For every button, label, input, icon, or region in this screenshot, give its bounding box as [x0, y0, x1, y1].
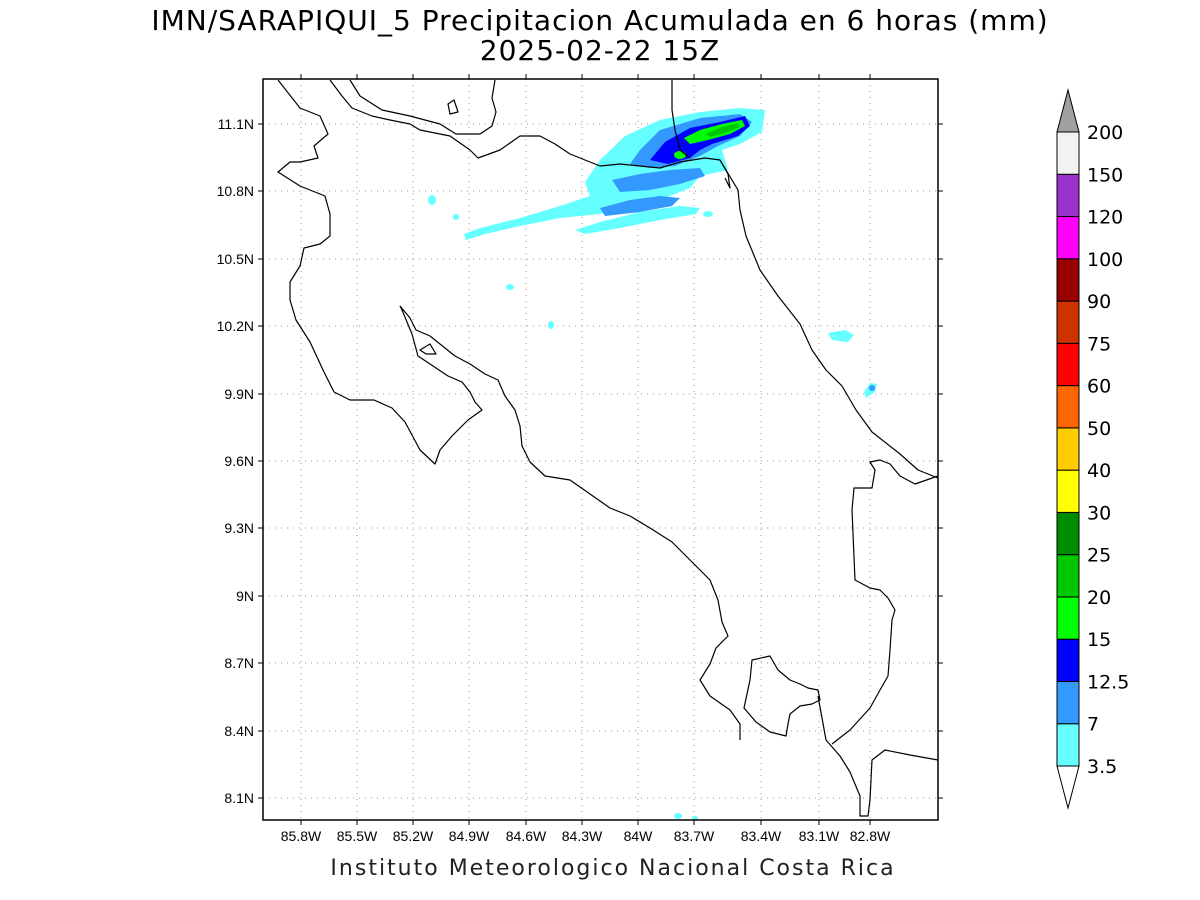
san-juan-river	[671, 80, 691, 159]
nicoya-gulf-coast	[399, 305, 741, 740]
colorbar-label: 75	[1087, 333, 1111, 355]
colorbar-label: 30	[1087, 502, 1111, 524]
y-tick-label: 10.5N	[217, 251, 254, 267]
nicaragua-border	[329, 79, 731, 189]
colorbar-swatch	[1056, 511, 1080, 556]
colorbar-label: 120	[1087, 207, 1123, 229]
map-frame	[262, 78, 939, 821]
precip-cyan-spot	[674, 813, 682, 819]
colorbar-swatch	[1056, 258, 1080, 302]
colorbar-label: 150	[1087, 164, 1123, 186]
x-tick-label: 83.1W	[799, 828, 840, 844]
colorbar: 3.5 7 12.5 15 20 25 30 40 50 60 75 90 100 120 150 200	[1056, 88, 1129, 810]
panama-border	[831, 459, 939, 745]
nicaragua-pacific-coast	[277, 79, 483, 465]
colorbar-swatch	[1056, 596, 1080, 640]
x-tick-label: 84W	[624, 828, 654, 844]
colorbar-label: 50	[1087, 418, 1111, 440]
y-tick-label: 9.9N	[224, 386, 254, 402]
precip-lightblue-spot	[869, 385, 875, 391]
colorbar-swatch	[1056, 680, 1080, 725]
colorbar-swatch	[1056, 469, 1080, 513]
chira-island	[419, 343, 437, 355]
colorbar-swatch	[1056, 385, 1080, 429]
colorbar-swatch	[1056, 554, 1080, 598]
axis-ticks: 85.8W 85.5W 85.2W 84.9W 84.6W 84.3W 84W 83.7W 83…	[217, 74, 943, 844]
precip-darkgreen-core	[705, 123, 740, 137]
x-tick-label: 85.5W	[337, 828, 378, 844]
precip-cyan-spot	[828, 330, 854, 342]
x-tick-label: 84.9W	[449, 828, 490, 844]
precip-cyan-spot	[506, 284, 514, 290]
x-tick-label: 83.7W	[674, 828, 715, 844]
colorbar-label: 60	[1087, 376, 1111, 398]
precipitation-field	[428, 108, 877, 820]
colorbar-label: 7	[1087, 714, 1099, 736]
coastlines-borders	[277, 79, 939, 817]
map-title: IMN/SARAPIQUI_5 Precipitacion Acumulada …	[151, 4, 1049, 37]
colorbar-label: 200	[1087, 122, 1123, 144]
small-island	[447, 99, 459, 115]
colorbar-label: 15	[1087, 629, 1111, 651]
precip-cyan-spot	[453, 214, 459, 220]
colorbar-swatch	[1056, 173, 1080, 218]
y-tick-label: 8.1N	[224, 790, 254, 806]
y-tick-label: 10.2N	[217, 318, 254, 334]
colorbar-swatch	[1056, 300, 1080, 344]
x-tick-label: 83.4W	[741, 828, 782, 844]
colorbar-swatch	[1056, 638, 1080, 682]
colorbar-label: 25	[1087, 545, 1111, 567]
caribbean-coast	[719, 159, 939, 479]
y-tick-label: 10.8N	[217, 183, 254, 199]
precip-lightblue-band	[612, 168, 705, 192]
y-tick-label: 9N	[236, 588, 254, 604]
footer-credit: Instituto Meteorologico Nacional Costa R…	[330, 856, 896, 881]
y-tick-label: 8.4N	[224, 723, 254, 739]
x-tick-label: 85.8W	[281, 828, 322, 844]
precip-cyan-spot	[703, 211, 713, 217]
x-tick-label: 84.6W	[506, 828, 547, 844]
colorbar-label: 3.5	[1087, 756, 1117, 778]
map-subtitle-datetime: 2025-02-22 15Z	[479, 34, 721, 67]
x-tick-label: 85.2W	[393, 828, 434, 844]
osa-peninsula	[743, 655, 821, 737]
y-tick-label: 9.6N	[224, 453, 254, 469]
precip-green-spot	[674, 151, 686, 159]
golfo-dulce-coast	[817, 695, 939, 817]
precip-cyan-spot	[548, 321, 554, 329]
colorbar-swatch	[1056, 131, 1080, 175]
colorbar-swatch	[1056, 342, 1080, 387]
colorbar-swatch	[1056, 723, 1080, 767]
lake-nicaragua-coast	[349, 79, 497, 135]
x-tick-label: 82.8W	[850, 828, 891, 844]
precip-cyan-spot	[428, 195, 436, 205]
x-tick-label: 84.3W	[562, 828, 603, 844]
precip-cyan-band-south	[575, 206, 700, 234]
colorbar-label: 12.5	[1087, 671, 1129, 693]
y-tick-label: 9.3N	[224, 520, 254, 536]
colorbar-swatch	[1056, 427, 1080, 471]
y-tick-label: 8.7N	[224, 655, 254, 671]
colorbar-upper-extend	[1056, 88, 1080, 133]
colorbar-lower-extend	[1056, 765, 1080, 810]
precip-cyan-spot	[692, 816, 698, 820]
colorbar-label: 40	[1087, 460, 1111, 482]
colorbar-label: 100	[1087, 249, 1123, 271]
colorbar-label: 20	[1087, 587, 1111, 609]
colorbar-swatch	[1056, 216, 1080, 260]
colorbar-label: 90	[1087, 291, 1111, 313]
y-tick-label: 11.1N	[218, 116, 254, 132]
precip-lightblue-band	[600, 196, 680, 216]
